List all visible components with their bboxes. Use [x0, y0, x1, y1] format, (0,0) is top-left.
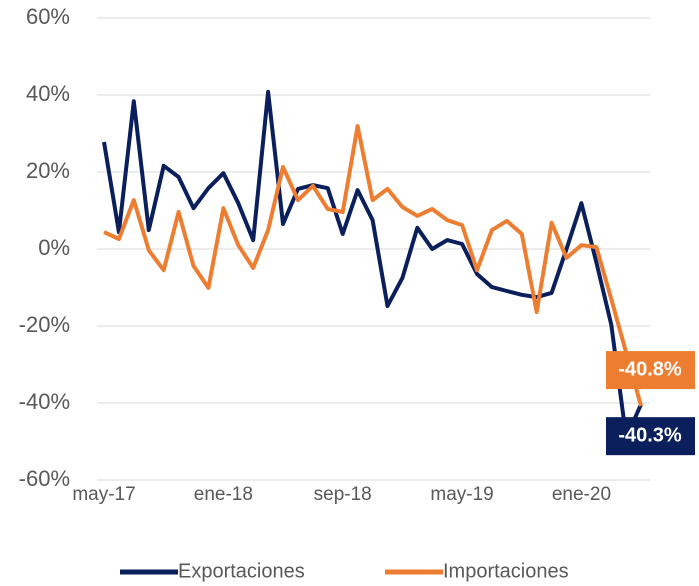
y-tick-label: 60% [26, 4, 70, 29]
x-tick-label: ene-20 [552, 484, 611, 505]
data-label-box [606, 351, 695, 390]
y-tick-label: -20% [19, 312, 70, 337]
data-label-box [606, 417, 695, 456]
y-tick-label: 40% [26, 81, 70, 106]
y-tick-label: 0% [38, 235, 70, 260]
series-line [102, 89, 643, 440]
x-tick-label: ene-18 [194, 484, 253, 505]
x-tick-label: sep-18 [314, 484, 372, 505]
y-tick-label: -40% [19, 389, 70, 414]
x-tick-label: may-17 [72, 484, 135, 505]
legend-label: Importaciones [443, 560, 569, 582]
y-tick-label: -60% [19, 466, 70, 491]
data-label: -40.8% [618, 358, 682, 380]
data-label: -40.3% [618, 424, 682, 446]
legend-label: Exportaciones [178, 560, 305, 582]
y-tick-label: 20% [26, 158, 70, 183]
x-tick-label: may-19 [430, 484, 493, 505]
series-line [103, 124, 644, 407]
